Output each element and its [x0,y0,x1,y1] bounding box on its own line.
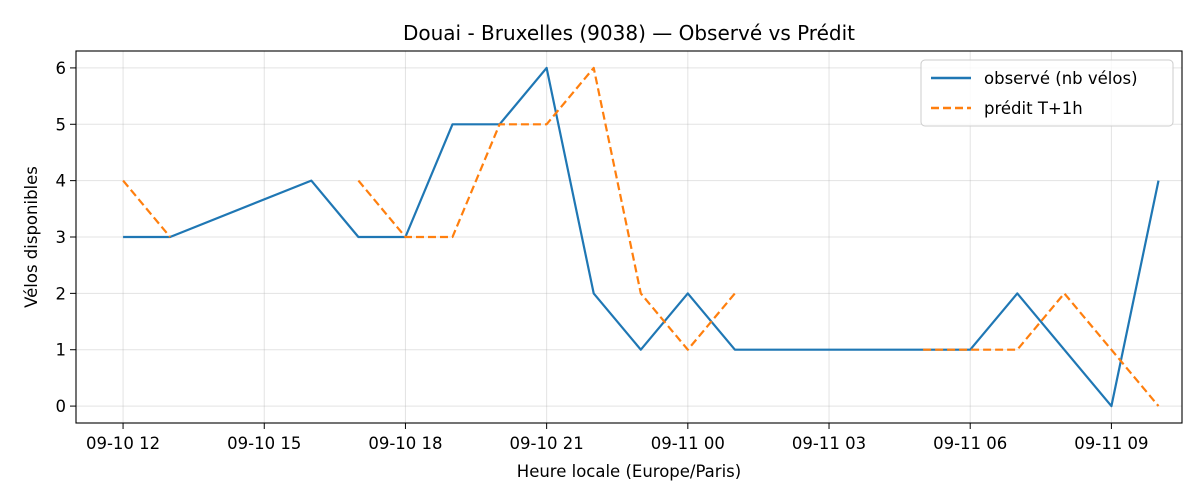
y-tick-label: 6 [56,59,67,78]
series-observe-line [123,66,1160,408]
x-tick-label: 09-10 21 [510,434,584,453]
x-tick-label: 09-11 06 [933,434,1007,453]
series-predit-line [122,179,171,238]
series-layer [122,66,1160,408]
y-tick-label: 3 [56,228,67,247]
legend: observé (nb vélos) prédit T+1h [920,59,1174,127]
y-tick-label: 0 [56,397,67,416]
series-predit-line [923,292,1160,407]
x-tick-label: 09-11 09 [1074,434,1148,453]
x-tick-label: 09-10 18 [368,434,442,453]
y-axis-label: Vélos disponibles [22,166,41,308]
y-tick-label: 2 [56,284,67,303]
x-tick-label: 09-10 12 [86,434,160,453]
x-tick-label: 09-11 03 [792,434,866,453]
y-tick-label: 4 [56,172,67,191]
x-axis-label: Heure locale (Europe/Paris) [517,462,741,481]
legend-label-observe: observé (nb vélos) [984,69,1138,88]
series-predit-line [357,66,736,351]
chart-title: Douai - Bruxelles (9038) — Observé vs Pr… [403,21,855,45]
y-tick-label: 5 [56,115,67,134]
x-axis: 09-10 12 09-10 15 09-10 18 09-10 21 09-11 00… [86,423,1148,453]
y-axis: 0 1 2 3 4 5 6 [56,59,76,416]
x-tick-label: 09-11 00 [651,434,725,453]
y-tick-label: 1 [56,341,67,360]
legend-label-predit: prédit T+1h [984,99,1083,118]
x-tick-label: 09-10 15 [227,434,301,453]
legend-box [920,59,1174,127]
